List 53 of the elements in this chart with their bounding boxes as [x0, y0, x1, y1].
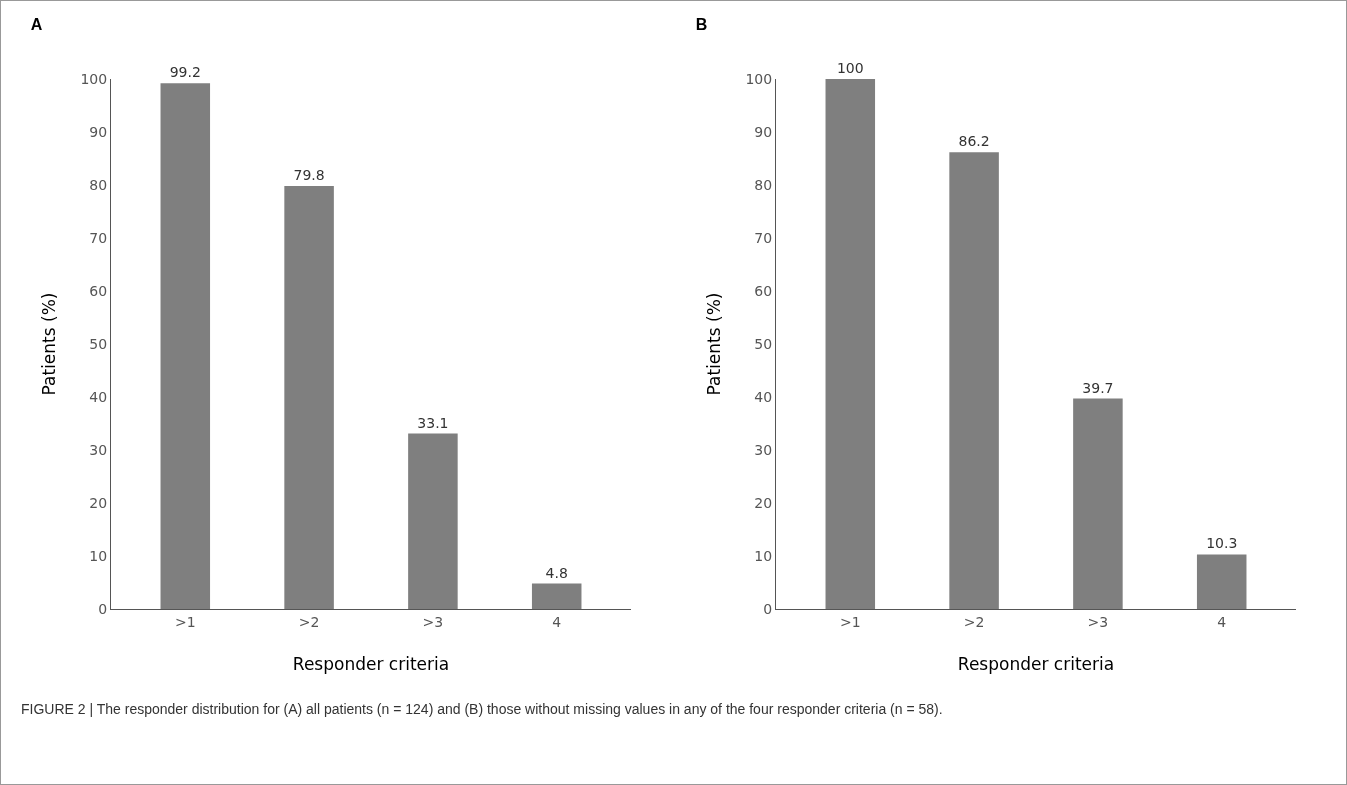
x-tick-label: >3 — [422, 613, 444, 630]
y-tick-label: 0 — [763, 600, 773, 617]
y-tick-label: 20 — [89, 494, 108, 511]
y-axis-title: Patients (%) — [39, 292, 60, 396]
y-tick-label: 20 — [754, 494, 773, 511]
y-tick-label: 70 — [89, 229, 108, 246]
y-tick-label: 80 — [754, 176, 773, 193]
y-tick-label: 80 — [89, 176, 108, 193]
data-label: 33.1 — [417, 414, 449, 431]
bar — [1073, 398, 1123, 609]
x-tick-label: >2 — [963, 613, 985, 630]
x-tick-label: >1 — [174, 613, 196, 630]
data-label: 4.8 — [545, 564, 568, 581]
bar — [408, 433, 458, 609]
y-tick-label: 50 — [754, 335, 773, 352]
bar — [160, 83, 211, 609]
y-tick-label: 70 — [754, 229, 773, 246]
y-tick-label: 0 — [98, 600, 108, 617]
bar — [825, 79, 876, 609]
data-label: 79.8 — [293, 167, 325, 184]
bar — [1196, 554, 1247, 609]
y-tick-label: 90 — [754, 123, 773, 140]
y-tick-label: 10 — [754, 547, 773, 564]
x-tick-label: >2 — [298, 613, 320, 630]
x-tick-label: 4 — [1217, 613, 1227, 630]
data-label: 99.2 — [169, 64, 201, 81]
y-tick-label: 10 — [89, 547, 108, 564]
x-tick-label: >1 — [839, 613, 861, 630]
y-tick-label: 100 — [80, 70, 108, 87]
x-tick-label: >3 — [1087, 613, 1109, 630]
data-label: 86.2 — [958, 133, 990, 150]
data-label: 10.3 — [1206, 535, 1238, 552]
y-tick-label: 40 — [89, 388, 108, 405]
y-tick-label: 100 — [745, 70, 773, 87]
y-tick-label: 40 — [754, 388, 773, 405]
y-tick-label: 30 — [754, 441, 773, 458]
chart-title: B — [695, 16, 708, 34]
y-tick-label: 90 — [89, 123, 108, 140]
data-label: 39.7 — [1082, 379, 1114, 396]
chart-title: A — [30, 16, 43, 34]
data-label: 100 — [836, 60, 864, 76]
y-axis-title: Patients (%) — [704, 292, 725, 396]
y-tick-label: 50 — [89, 335, 108, 352]
bar — [949, 152, 999, 609]
y-tick-label: 60 — [89, 282, 108, 299]
x-axis-title: Responder criteria — [957, 654, 1115, 674]
bar — [531, 583, 582, 609]
bar — [284, 186, 334, 609]
y-tick-label: 60 — [754, 282, 773, 299]
x-axis-title: Responder criteria — [292, 654, 450, 674]
caption: FIGURE 2 | The responder distribution for (A) all patients (n = 124) and (B) those without missing values in any of the four responder criteria (n = 58). — [21, 701, 944, 717]
x-tick-label: 4 — [552, 613, 562, 630]
y-tick-label: 30 — [89, 441, 108, 458]
